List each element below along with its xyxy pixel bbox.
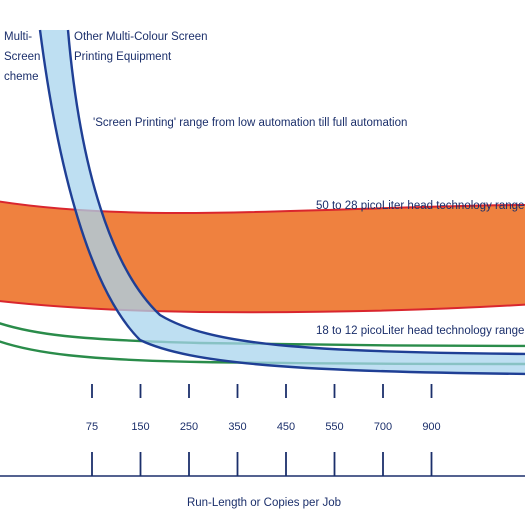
blue-curve-other-equipment bbox=[66, 29, 525, 356]
band-50-28-bottom-border bbox=[0, 300, 525, 314]
tick-label: 450 bbox=[277, 421, 295, 433]
label-multi-screen-line-3: cheme bbox=[4, 71, 39, 83]
label-multi-screen-line-1: Multi- bbox=[4, 31, 32, 43]
label-50-28-picoliter-range: 50 to 28 picoLiter head technology range bbox=[316, 200, 524, 212]
annotation-screen-printing-range: 'Screen Printing' range from low automat… bbox=[93, 117, 407, 129]
blue-curve-multi-screen bbox=[38, 29, 525, 376]
label-other-equipment-line-2: Printing Equipment bbox=[74, 51, 172, 63]
tick-label: 250 bbox=[180, 421, 198, 433]
tick-label: 900 bbox=[422, 421, 440, 433]
band-50-28-top-border bbox=[0, 200, 525, 215]
tick-label: 150 bbox=[131, 421, 149, 433]
tick-label: 75 bbox=[86, 421, 98, 433]
x-axis-ticks: 75 150 250 350 450 550 700 900 bbox=[86, 384, 441, 476]
label-18-12-picoliter-range: 18 to 12 picoLiter head technology range bbox=[316, 325, 524, 337]
label-other-equipment-line-1: Other Multi-Colour Screen bbox=[74, 31, 208, 43]
tick-label: 700 bbox=[374, 421, 392, 433]
label-multi-screen-line-2: Screen bbox=[4, 51, 40, 63]
x-axis-label: Run-Length or Copies per Job bbox=[187, 497, 341, 509]
tick-label: 350 bbox=[228, 421, 246, 433]
tick-label: 550 bbox=[325, 421, 343, 433]
